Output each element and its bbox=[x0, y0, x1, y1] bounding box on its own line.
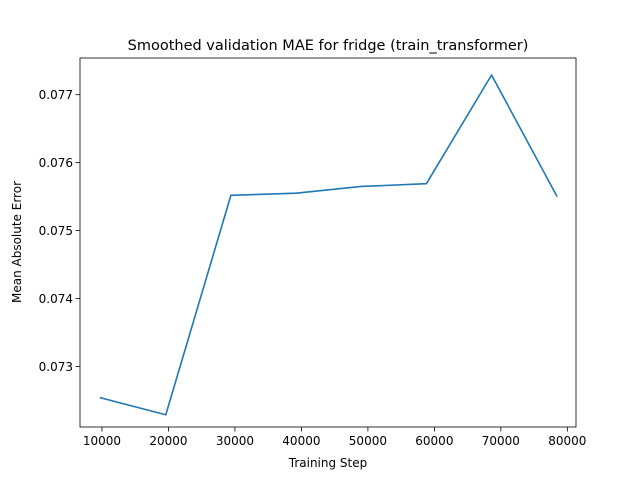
y-axis-label: Mean Absolute Error bbox=[10, 181, 24, 303]
x-tick-label: 10000 bbox=[83, 434, 121, 448]
x-axis-label: Training Step bbox=[288, 456, 368, 470]
plot-area bbox=[79, 57, 577, 428]
y-tick-label: 0.075 bbox=[39, 224, 73, 238]
x-tick-label: 60000 bbox=[415, 434, 453, 448]
x-tick-label: 70000 bbox=[482, 434, 520, 448]
x-tick-label: 40000 bbox=[282, 434, 320, 448]
series-line bbox=[99, 74, 558, 416]
x-tick-label: 50000 bbox=[349, 434, 387, 448]
axes-frame bbox=[79, 57, 577, 428]
x-tick-label: 30000 bbox=[216, 434, 254, 448]
x-tick-label: 20000 bbox=[149, 434, 187, 448]
x-tick-label: 80000 bbox=[548, 434, 586, 448]
chart-title: Smoothed validation MAE for fridge (trai… bbox=[128, 38, 529, 54]
y-tick-label: 0.073 bbox=[39, 360, 73, 374]
axis-ticks: 10000 20000 30000 40000 50000 60000 70000 80000… bbox=[39, 88, 587, 448]
y-tick-label: 0.076 bbox=[39, 156, 73, 170]
y-tick-label: 0.074 bbox=[39, 292, 73, 306]
y-tick-label: 0.077 bbox=[39, 88, 73, 102]
